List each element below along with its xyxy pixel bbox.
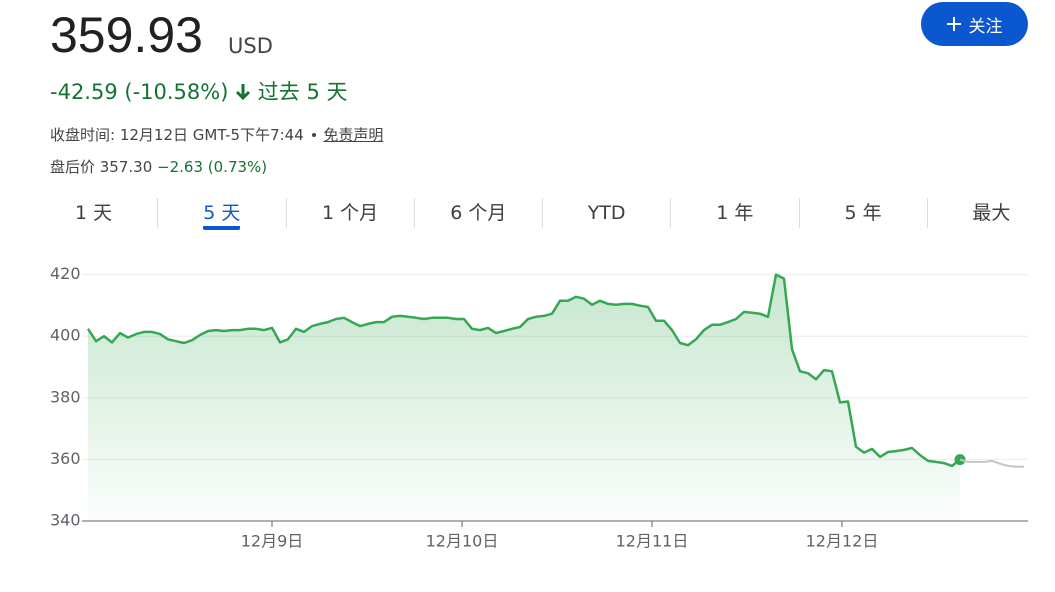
tab-label: 最大	[972, 202, 1011, 224]
range-tab[interactable]: 1 个月	[287, 198, 414, 238]
area	[88, 274, 960, 521]
tab-separator	[926, 198, 928, 228]
range-tab[interactable]: 最大	[928, 198, 1055, 238]
close-info: 收盘时间: 12月12日 GMT-5下午7:44 免责声明	[50, 124, 383, 145]
after-hours-change: −2.63 (0.73%)	[157, 158, 268, 176]
chart: 340 360 380 400 420 12月9日 12月10日 12月11日 12月12日	[50, 264, 1028, 551]
tab-label: YTD	[587, 202, 626, 224]
tab-label: 5 天	[203, 202, 241, 230]
tab-separator	[413, 198, 415, 228]
range-tab[interactable]: YTD	[543, 198, 670, 238]
bullet	[311, 133, 316, 137]
follow-label: 关注	[968, 16, 1003, 37]
y-tick-label: 340	[50, 511, 81, 530]
tab-label: 5 年	[844, 202, 882, 224]
x-tick-label: 12月10日	[426, 532, 499, 551]
disclaimer-link[interactable]: 免责声明	[323, 126, 384, 144]
follow-button[interactable]: 关注	[921, 2, 1028, 46]
range-tabs: 1 天 5 天 1 个月 6 个月 YTD 1 年 5 年 最大	[30, 198, 1055, 238]
change: -42.59 (-10.58%)	[50, 80, 229, 104]
plus-icon	[946, 17, 961, 31]
tab-separator	[798, 198, 800, 228]
after-hours: 盘后价 357.30 −2.63 (0.73%)	[50, 156, 267, 177]
range-tab[interactable]: 6 个月	[415, 198, 542, 238]
x-tick-label: 12月11日	[616, 532, 689, 551]
tab-label: 6 个月	[450, 202, 507, 224]
y-tick-label: 380	[50, 387, 81, 406]
down-arrow	[236, 84, 251, 101]
currency: USD	[228, 34, 273, 58]
period: 过去 5 天	[257, 80, 348, 104]
y-tick-label: 400	[50, 326, 81, 345]
tab-separator	[542, 198, 543, 228]
line	[959, 458, 1024, 468]
after-hours-label: 盘后价 357.30	[50, 158, 153, 176]
tab-separator	[285, 198, 287, 228]
y-tick-label: 360	[50, 449, 81, 468]
price: 359.93	[50, 7, 203, 63]
range-tab[interactable]: 1 年	[671, 198, 798, 238]
close-label: 收盘时间: 12月12日 GMT-5下午7:44	[50, 126, 304, 144]
tab-label: 1 天	[75, 202, 113, 224]
tab-label: 1 个月	[322, 202, 379, 224]
y-tick-label: 420	[50, 264, 81, 283]
x-tick-label: 12月9日	[241, 532, 304, 551]
range-tab[interactable]: 5 年	[800, 198, 927, 238]
tab-label: 1 年	[716, 202, 754, 224]
x-tick-label: 12月12日	[806, 532, 879, 551]
tab-separator	[157, 198, 159, 228]
range-tab[interactable]: 5 天	[158, 198, 285, 238]
line	[86, 273, 961, 468]
range-tab[interactable]: 1 天	[30, 198, 157, 238]
tab-separator	[670, 198, 672, 228]
change-row: -42.59 (-10.58%) 过去 5 天	[50, 76, 348, 106]
